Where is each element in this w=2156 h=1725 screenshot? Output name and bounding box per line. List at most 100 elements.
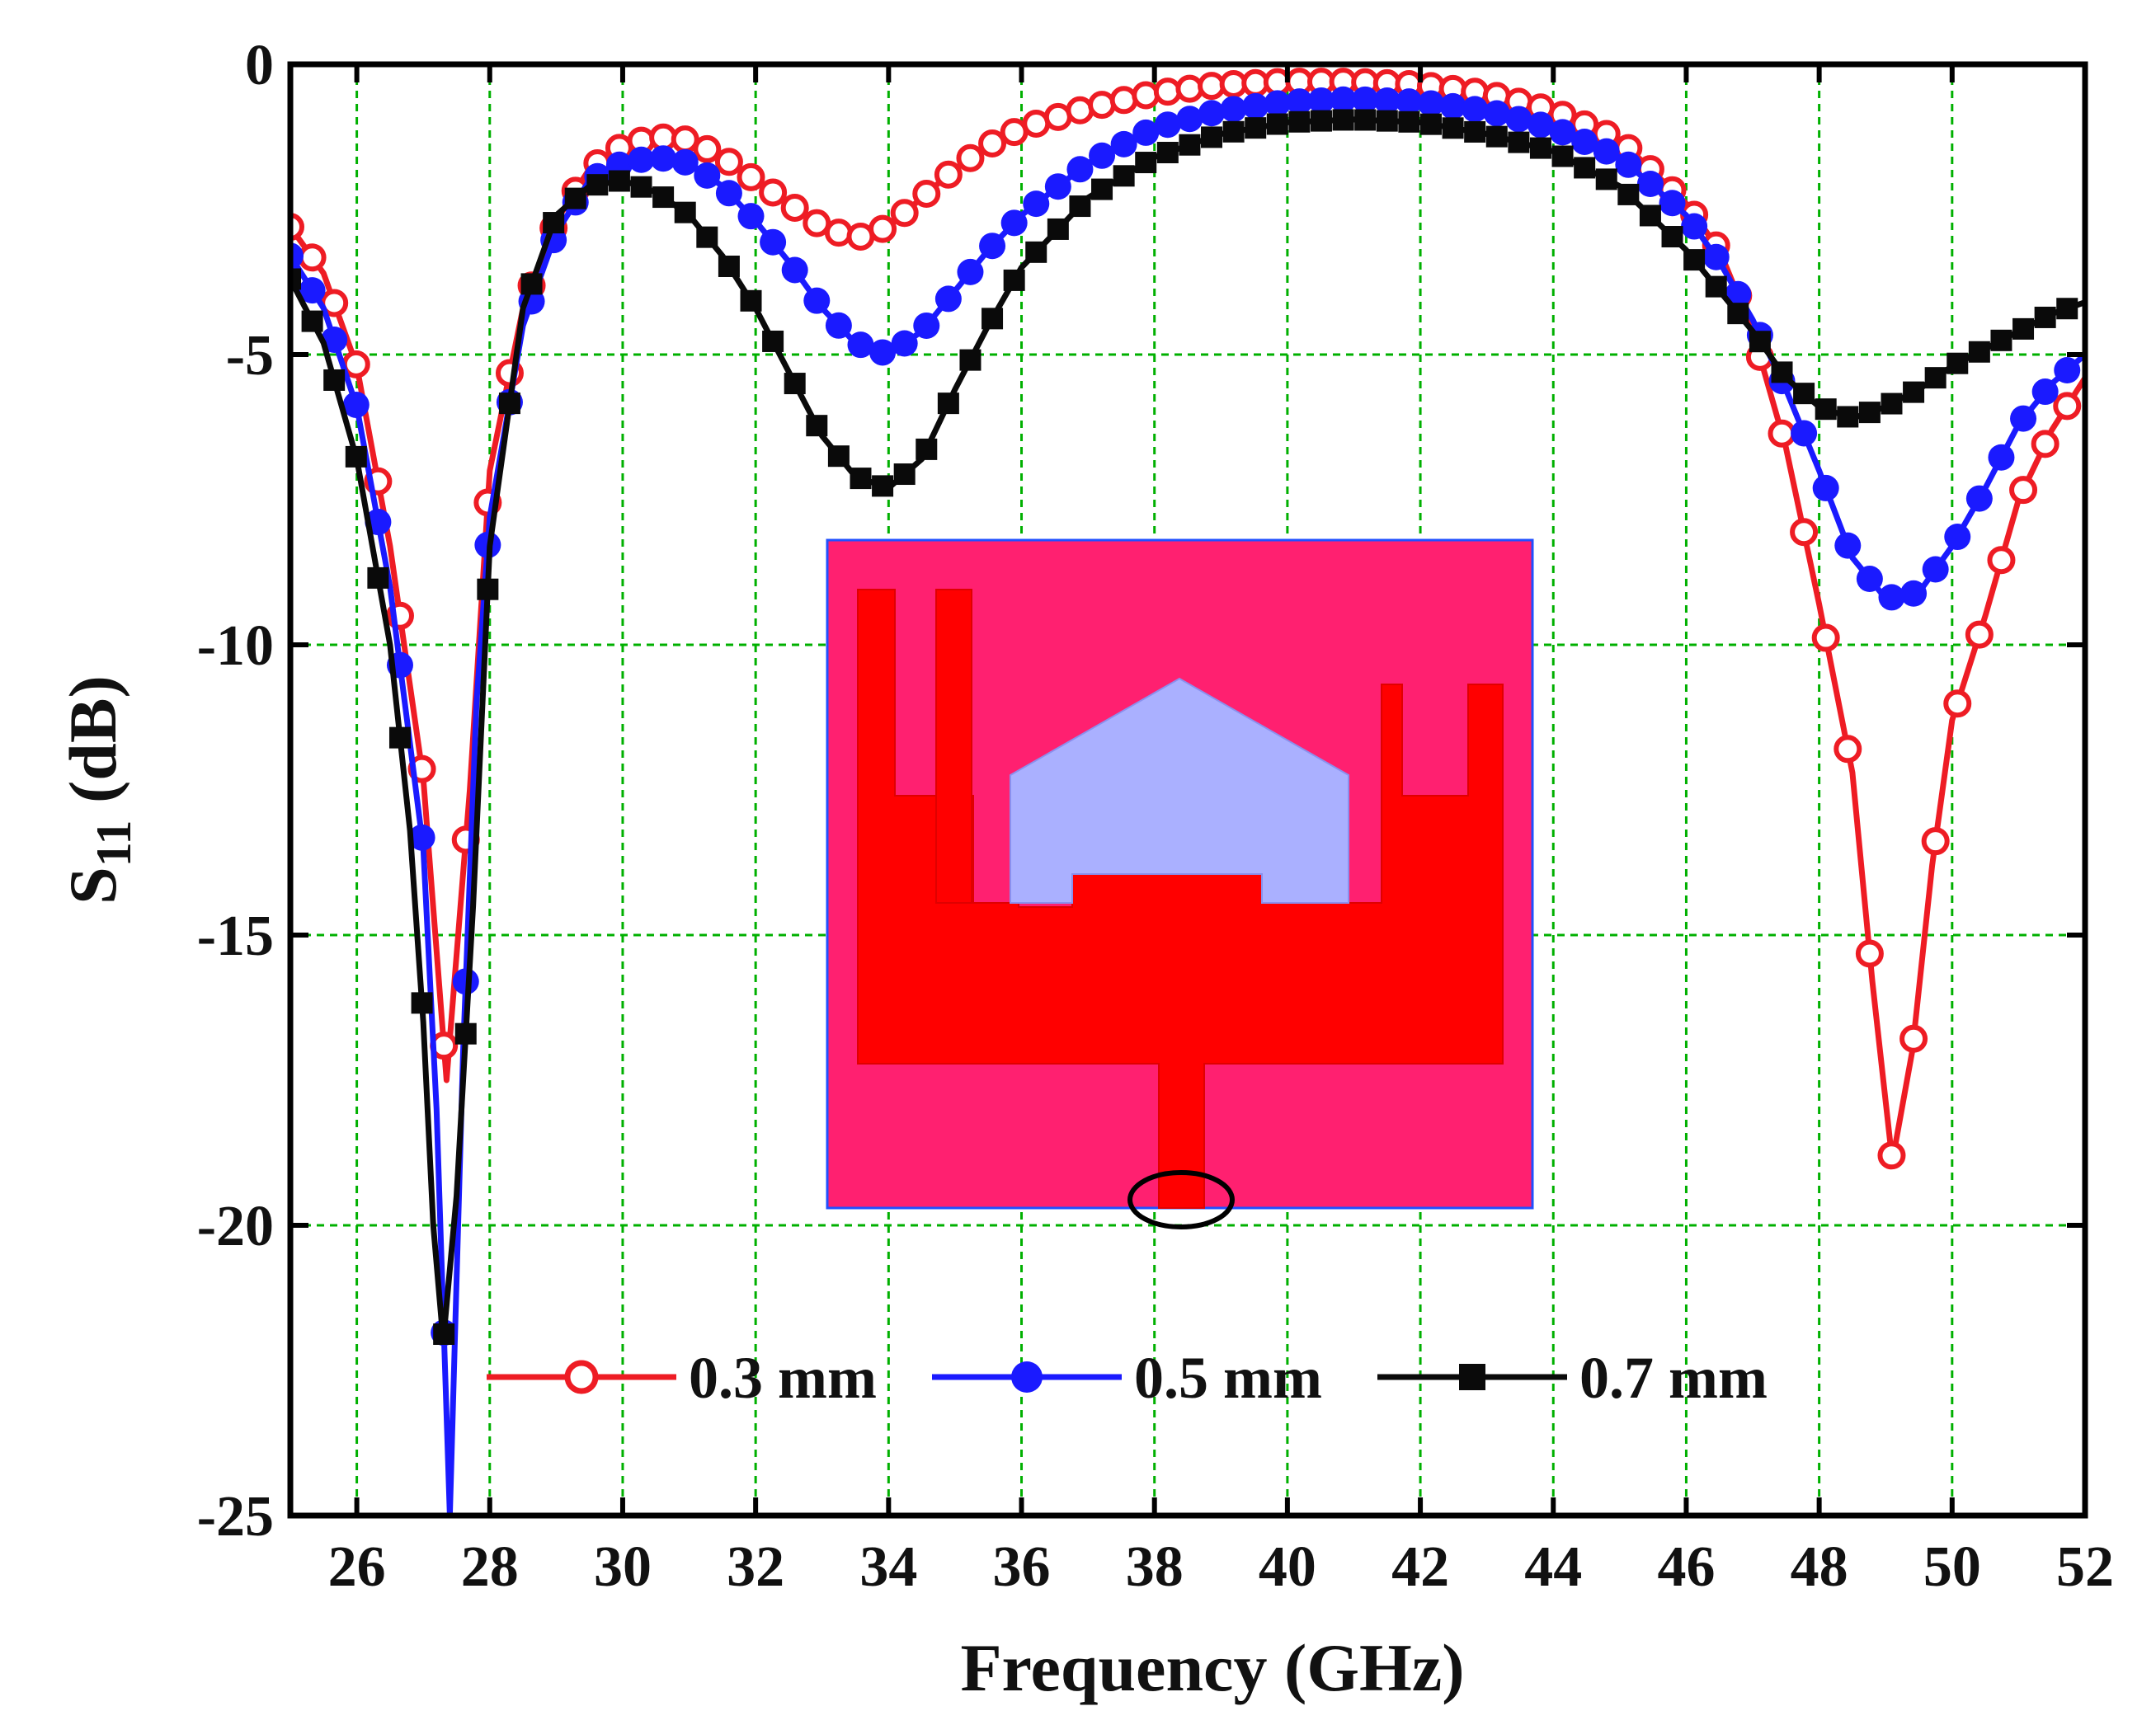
data-point xyxy=(608,170,630,192)
antenna-inset xyxy=(826,538,1534,1229)
data-point xyxy=(1376,110,1398,132)
data-point xyxy=(1636,171,1664,198)
data-point xyxy=(564,187,586,209)
legend-label: 0.5 mm xyxy=(1134,1345,1322,1411)
data-point xyxy=(1089,142,1116,169)
data-point xyxy=(1242,92,1269,120)
data-point xyxy=(1768,419,1796,448)
data-point xyxy=(1988,444,2015,471)
data-point xyxy=(1791,420,1818,447)
data-point xyxy=(477,578,499,600)
data-point xyxy=(2053,392,2082,421)
inset-port-ellipse xyxy=(1127,1170,1235,1229)
y-axis-title: S11 (dB) xyxy=(55,675,141,905)
data-point xyxy=(2031,378,2059,406)
data-point xyxy=(718,255,740,277)
data-point xyxy=(1000,209,1028,237)
legend-item: 0.7 mm xyxy=(1377,1345,1768,1411)
data-point xyxy=(762,330,784,352)
data-point xyxy=(1900,580,1928,607)
data-point xyxy=(301,310,323,332)
data-point xyxy=(1069,195,1091,218)
data-point xyxy=(650,145,677,172)
series-0-7-mm xyxy=(290,109,2085,1345)
data-point xyxy=(1659,190,1686,217)
inset-left-finger xyxy=(935,589,972,904)
legend-label: 0.3 mm xyxy=(689,1345,877,1411)
y-tick-label: -15 xyxy=(197,905,274,968)
data-point xyxy=(674,201,696,223)
y-tick-label: -20 xyxy=(197,1195,274,1258)
data-point xyxy=(1179,134,1201,156)
data-point xyxy=(1088,91,1117,120)
inset-patch xyxy=(857,589,1504,1209)
data-point xyxy=(1529,137,1551,159)
x-tick-label: 52 xyxy=(2056,1535,2114,1599)
data-point xyxy=(671,148,699,176)
data-point xyxy=(2034,306,2056,328)
x-tick-label: 50 xyxy=(1923,1535,1981,1599)
data-point xyxy=(2056,298,2078,320)
data-point xyxy=(652,186,675,209)
data-point xyxy=(290,242,304,270)
data-point xyxy=(1924,367,1947,389)
data-point xyxy=(1198,100,1226,127)
data-point xyxy=(934,160,963,189)
data-point xyxy=(1023,190,1050,218)
data-point xyxy=(1003,269,1025,291)
x-tick-label: 42 xyxy=(1391,1535,1449,1599)
x-axis-title: Frequency (GHz) xyxy=(960,1630,1464,1705)
data-point xyxy=(2031,430,2059,458)
y-axis-title-main: S xyxy=(55,867,130,905)
data-point xyxy=(1815,398,1837,421)
data-point xyxy=(784,373,806,395)
plot-frame xyxy=(287,61,2088,1519)
data-point xyxy=(1683,249,1706,271)
legend-item: 0.3 mm xyxy=(487,1345,877,1411)
legend-marker xyxy=(564,1360,599,1394)
data-point xyxy=(1837,406,1859,428)
data-point xyxy=(1132,81,1160,110)
data-point xyxy=(1354,109,1377,131)
data-point xyxy=(1439,92,1466,120)
data-point xyxy=(1551,145,1574,167)
legend-label: 0.7 mm xyxy=(1579,1345,1768,1411)
data-point xyxy=(1727,303,1749,325)
data-point xyxy=(1856,566,1883,593)
data-point xyxy=(1855,939,1884,968)
data-point xyxy=(1417,90,1444,117)
data-point xyxy=(981,308,1004,330)
data-point xyxy=(1965,620,1994,649)
data-point xyxy=(2010,405,2037,432)
data-point xyxy=(1571,128,1598,155)
data-point xyxy=(1702,243,1730,270)
data-point xyxy=(1091,178,1113,200)
data-point xyxy=(1245,117,1267,139)
data-point xyxy=(1944,524,1971,551)
data-point xyxy=(1135,152,1157,174)
y-axis-title-sub: 11 xyxy=(87,820,141,867)
data-point xyxy=(825,312,852,339)
data-point xyxy=(803,287,831,314)
data-point xyxy=(1266,113,1288,135)
data-point xyxy=(694,162,721,189)
data-point xyxy=(1812,474,1839,501)
data-point xyxy=(1921,827,1950,856)
data-point xyxy=(1593,138,1620,165)
data-point xyxy=(1264,90,1291,117)
data-point xyxy=(693,134,722,163)
data-point xyxy=(498,392,520,415)
data-point xyxy=(780,194,809,223)
data-point xyxy=(1286,88,1313,115)
data-point xyxy=(1132,119,1160,146)
data-point xyxy=(630,176,652,198)
series-0-5-mm xyxy=(290,86,2085,1516)
data-point xyxy=(1201,126,1223,148)
data-point xyxy=(1811,623,1840,652)
data-point xyxy=(628,146,655,173)
data-point xyxy=(978,129,1007,158)
data-point xyxy=(803,209,831,237)
data-point xyxy=(1749,331,1771,353)
y-axis-title-unit: (dB) xyxy=(55,675,130,820)
